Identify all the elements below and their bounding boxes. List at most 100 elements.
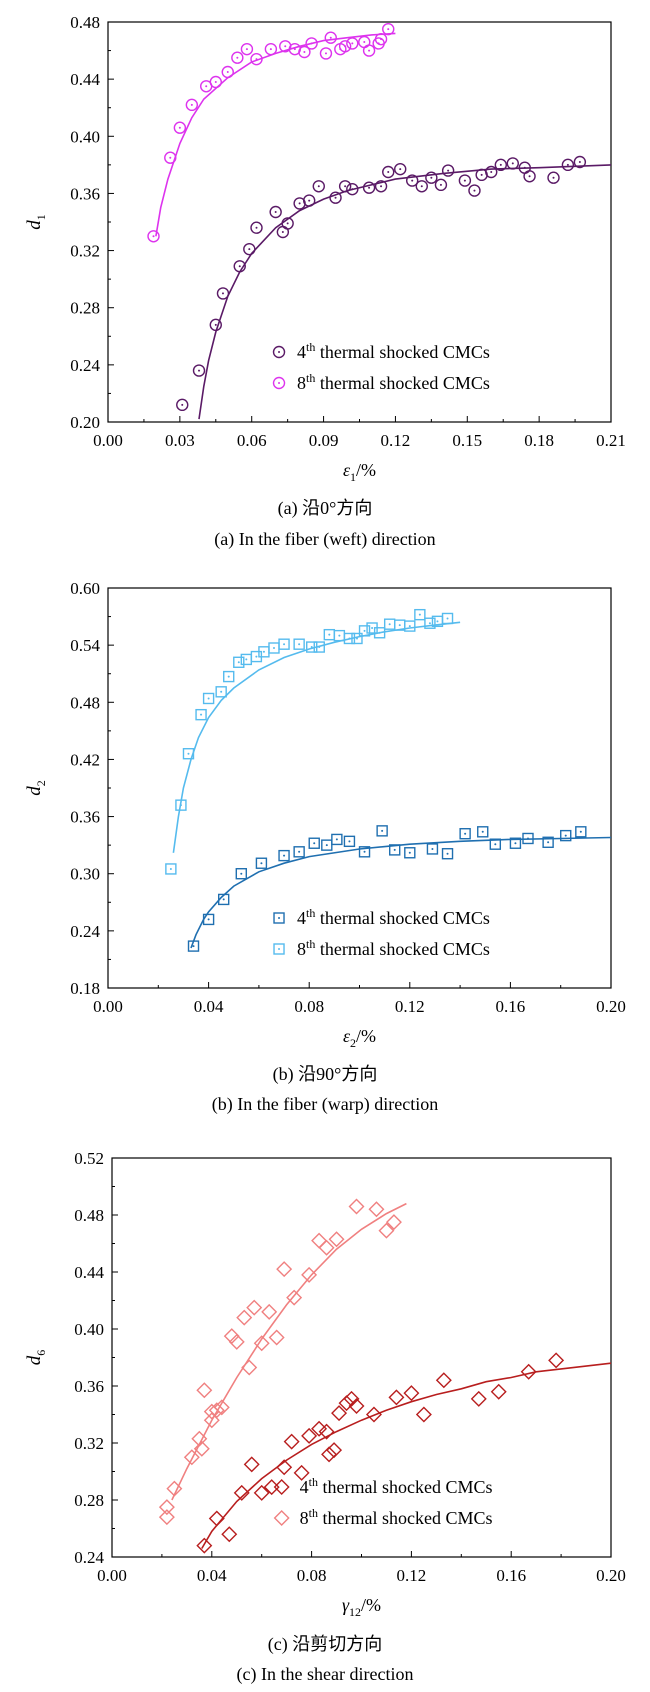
x-tick-label: 0.20 [596,997,626,1016]
data-point [362,44,376,57]
x-tick-label: 0.08 [297,1566,327,1585]
y-tick-label: 0.60 [70,579,100,598]
data-point [208,1402,225,1419]
data-point [166,1480,183,1497]
data-point [404,620,416,632]
data-point [293,638,305,650]
x-tick-label: 0.12 [381,431,411,450]
data-point [575,826,587,838]
legend-marker [273,912,285,924]
y-tick-label: 0.48 [70,693,100,712]
data-point [358,625,371,637]
plot-frame [107,21,612,423]
data-point [324,31,337,44]
x-axis-label: γ12/% [342,1595,381,1619]
data-point [221,65,234,79]
y-tick-label: 0.40 [74,1320,104,1339]
data-point [240,42,254,56]
data-point [293,1464,310,1481]
x-tick-label: 0.00 [93,997,123,1016]
data-point [253,1484,270,1501]
data-point [182,748,195,760]
data-point [485,165,498,179]
data-point [305,37,318,50]
data-point [374,180,388,193]
data-point [494,158,508,172]
legend-item-1: 4th thermal shocked CMCs [273,1475,492,1497]
data-point [281,217,294,230]
data-point [255,857,268,869]
legend-marker [273,1510,290,1526]
data-point [250,221,263,234]
data-point [311,1232,328,1249]
y-tick-label: 0.36 [70,184,100,203]
data-point [343,835,356,848]
data-point [233,260,246,273]
data-point [489,838,502,850]
data-point [441,164,455,177]
data-point [193,1440,210,1457]
y-tick-label: 0.36 [70,808,100,827]
data-point [394,162,407,176]
series-1 [196,1352,612,1554]
data-point [323,628,336,641]
x-tick-label: 0.18 [524,431,554,450]
data-point [378,1222,395,1239]
data-point [147,230,160,243]
data-point [312,180,325,193]
data-point [268,642,280,654]
data-point [276,1261,293,1278]
data-point [187,940,200,952]
data-point [223,670,235,683]
data-point [404,847,416,859]
y-axis-label: d2 [24,780,48,796]
legend-item-2: 8th thermal shocked CMCs [273,937,490,959]
y-tick-label: 0.32 [70,242,100,261]
data-point [477,826,489,838]
data-point [326,1442,343,1459]
x-axis-label: ε2/% [343,1026,376,1050]
data-point [233,1484,250,1501]
data-point [195,708,207,721]
data-point [250,52,263,66]
data-point [236,1309,253,1326]
data-point [338,1395,355,1412]
data-point [241,1359,258,1376]
data-point [425,171,438,184]
series-1 [176,155,612,420]
x-tick-label: 0.12 [395,997,425,1016]
data-point [458,174,472,187]
y-tick-label: 0.44 [74,1263,104,1282]
data-point [192,364,206,377]
legend-marker [272,345,286,359]
data-point [223,1328,240,1345]
data-point [520,1363,537,1380]
legend-item-1: 4th thermal shocked CMCs [272,340,490,362]
data-point [522,832,534,845]
data-point [183,1449,200,1466]
fit-curve [198,164,612,420]
legend-item-2: 8th thermal shocked CMCs [273,1506,492,1528]
x-tick-label: 0.16 [496,1566,526,1585]
y-tick-label: 0.32 [74,1434,104,1453]
data-point [405,174,419,187]
data-point [338,180,352,193]
chart-panel-2: 0.00 0.04 0.08 0.12 0.16 0.20 0.18 0.24 0.30 0.36… [24,579,626,1115]
legend-label: 8th thermal shocked CMCs [297,937,490,959]
chart-panel-3: 0.00 0.04 0.08 0.12 0.16 0.20 0.24 0.28 0.32 0.36… [24,1149,626,1685]
data-point [243,1456,260,1473]
data-point [313,641,325,653]
data-point [231,51,244,64]
data-point [459,828,471,840]
caption-en: (a) In the fiber (weft) direction [214,529,435,550]
data-point [286,1289,303,1306]
data-point [383,618,396,630]
fit-curve [172,621,461,853]
data-point [191,1430,208,1447]
data-point [243,242,256,256]
y-tick-label: 0.42 [70,750,100,769]
data-point [374,32,388,46]
plot-frame [111,1157,612,1558]
data-point [269,205,282,219]
